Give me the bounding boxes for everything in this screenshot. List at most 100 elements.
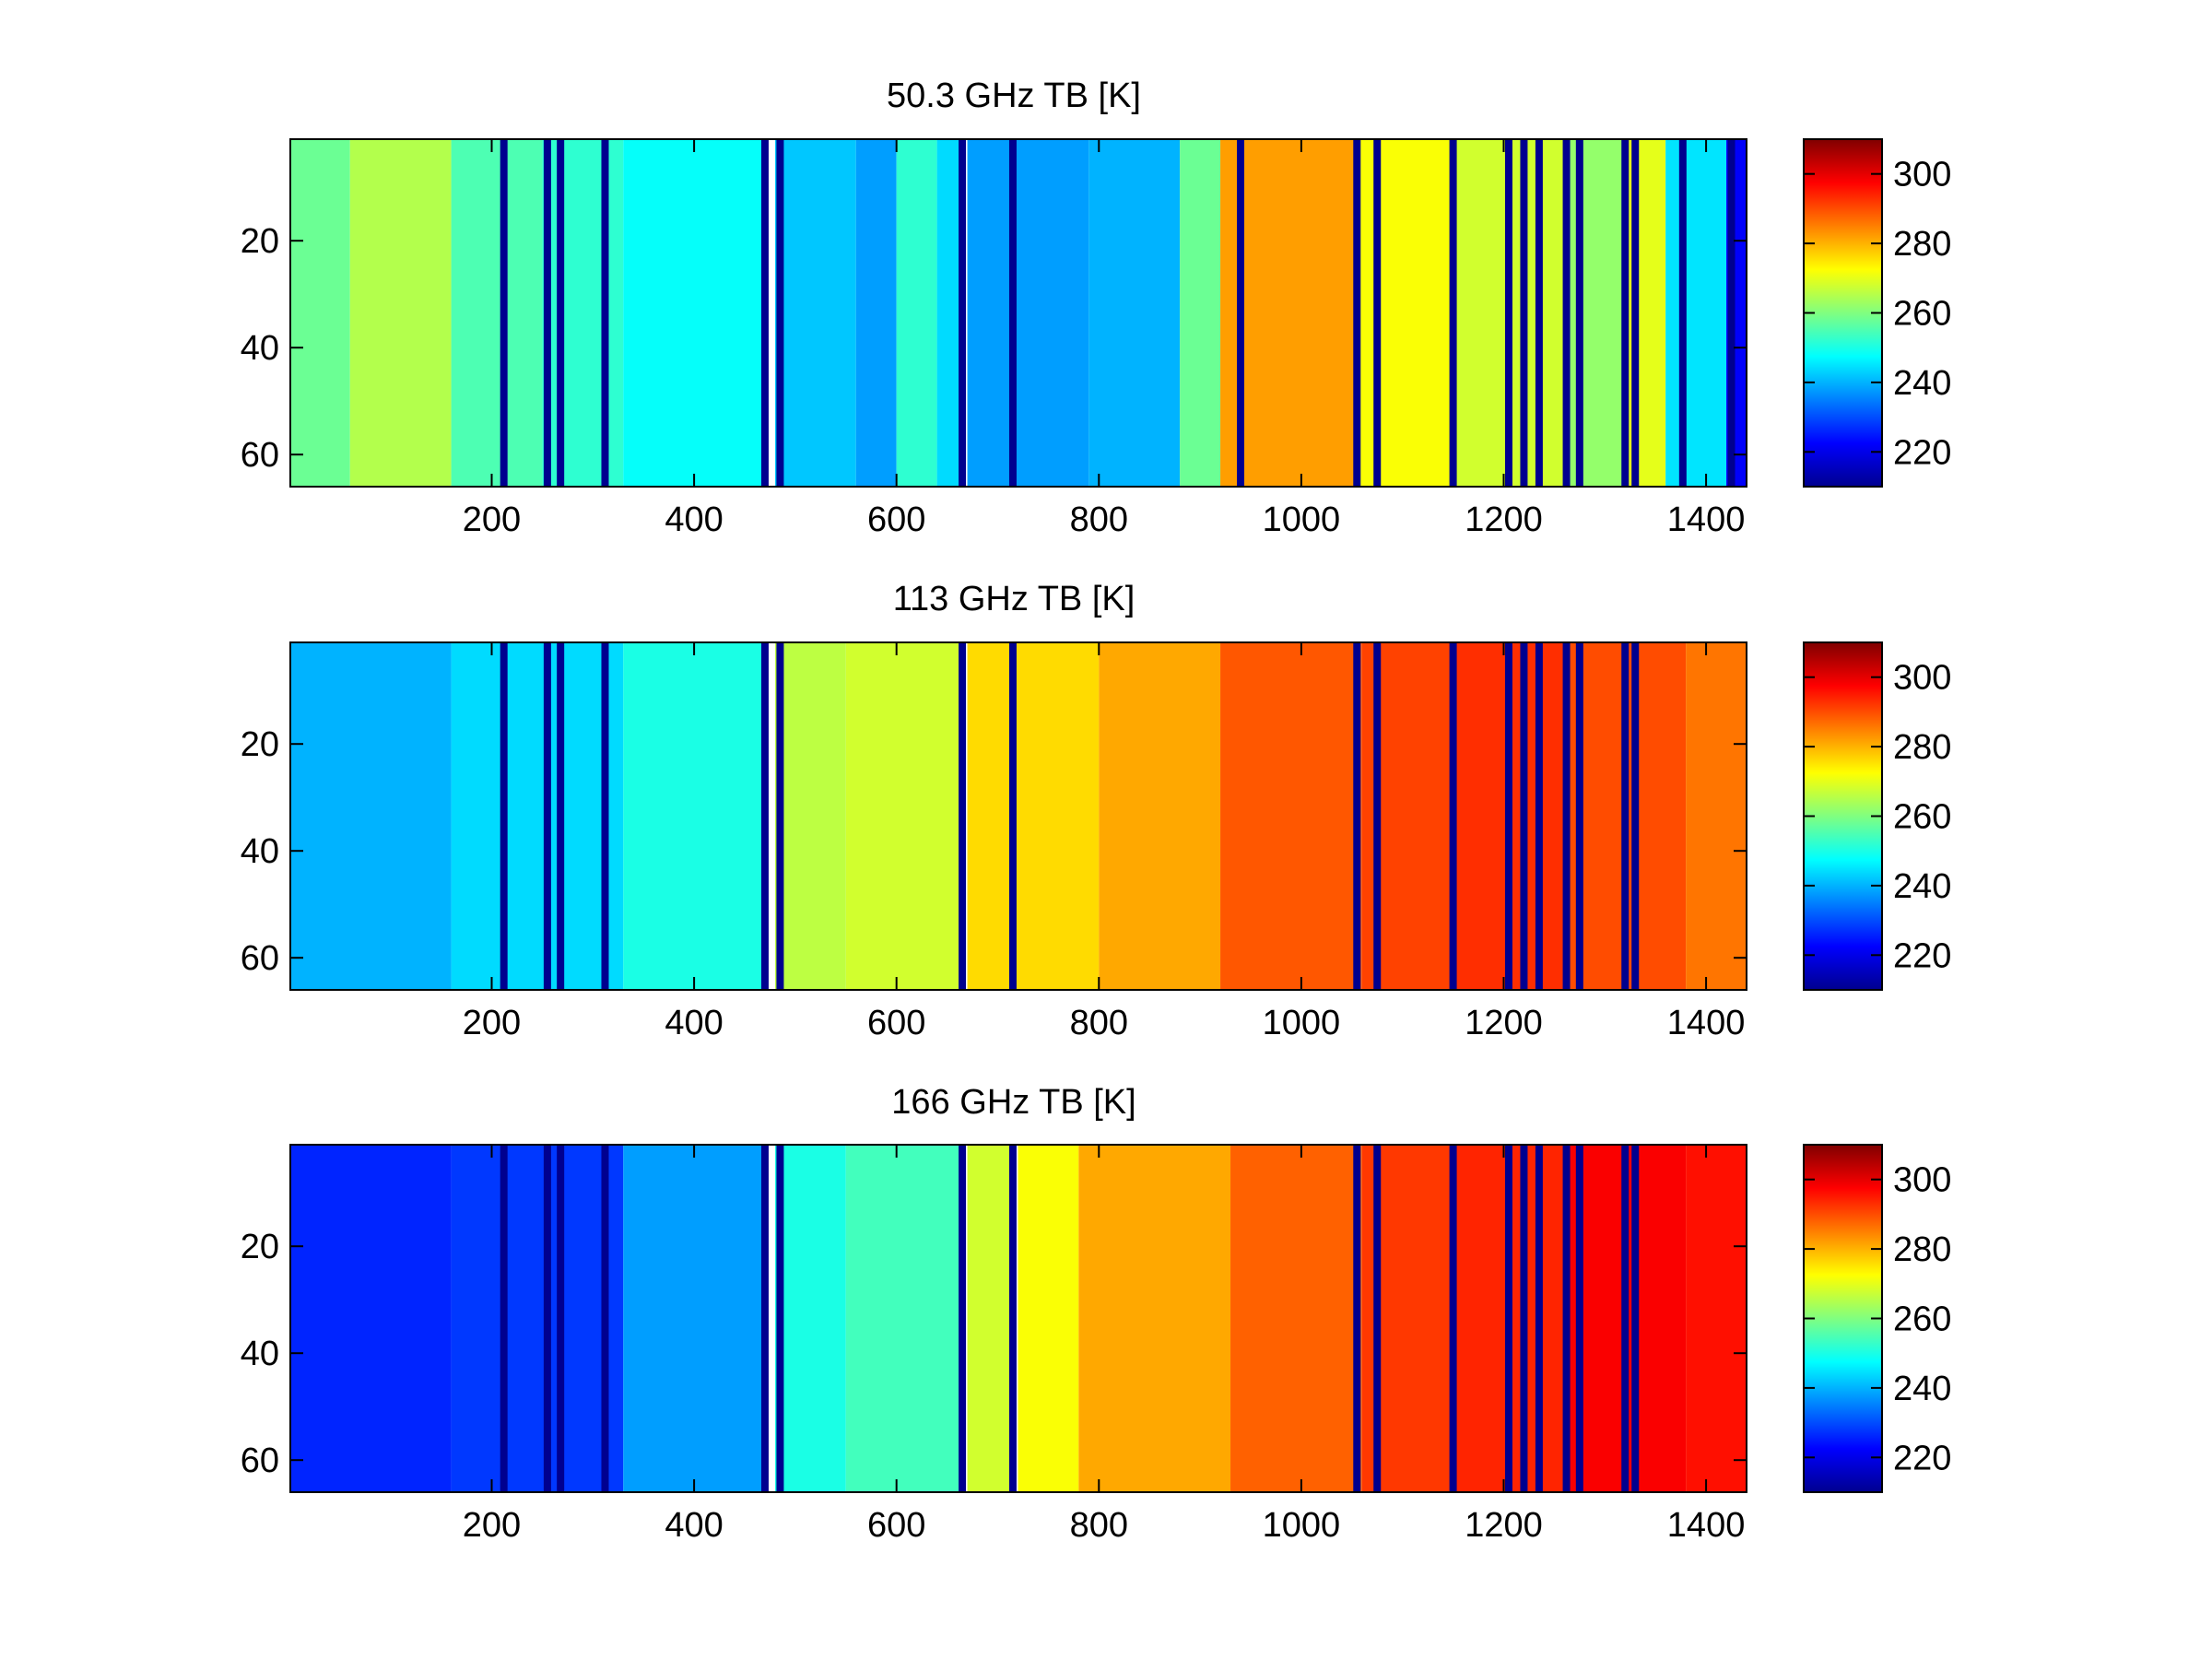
x-tick-label: 400 <box>665 1004 723 1042</box>
heatmap-cell <box>1665 139 1727 487</box>
panel-2: 113 GHz TB [K] 200 400 600 800 1000 1200 1400 … <box>241 580 1952 1042</box>
x-tick-label: 1000 <box>1263 1506 1341 1545</box>
heatmap-cell <box>1564 139 1626 487</box>
colorbar-scale <box>1803 138 1883 488</box>
gap-column <box>1373 1145 1382 1492</box>
colorbar-tick-label: 260 <box>1893 295 1951 334</box>
x-axis: 200 400 600 800 1000 1200 1400 <box>463 642 1745 1042</box>
x-tick-label: 800 <box>1070 500 1128 539</box>
x-tick-label: 1400 <box>1667 1506 1746 1545</box>
x-tick-label: 800 <box>1070 1004 1128 1042</box>
x-tick-label: 600 <box>867 1506 925 1545</box>
gap-column <box>959 642 967 990</box>
heatmap-cell <box>1180 139 1221 487</box>
colorbar-tick-label: 260 <box>1893 798 1951 837</box>
gap-column <box>959 1145 967 1492</box>
colorbar-tick-label: 220 <box>1893 1439 1951 1477</box>
gap-column <box>1631 1145 1640 1492</box>
gap-column <box>1535 1145 1543 1492</box>
heatmap-cell <box>451 642 624 990</box>
heatmap-area <box>290 139 1747 487</box>
gap-column <box>1353 642 1361 990</box>
heatmap-cell <box>936 139 963 487</box>
x-axis: 200 400 600 800 1000 1200 1400 <box>463 139 1746 539</box>
gap-column <box>543 642 551 990</box>
colorbar-tick-label: 220 <box>1893 433 1951 472</box>
x-tick-label: 1000 <box>1263 500 1341 539</box>
y-tick-label: 40 <box>241 329 279 368</box>
colorbar-tick-label: 280 <box>1893 225 1951 264</box>
gap-column <box>1520 139 1528 487</box>
heatmap-cell <box>1099 642 1221 990</box>
gap-column <box>1621 139 1630 487</box>
colorbar-scale <box>1803 641 1883 991</box>
y-axis: 20 40 60 <box>241 222 1747 475</box>
gap-column <box>1008 1145 1017 1492</box>
gap-column <box>1449 642 1457 990</box>
gap-column <box>557 642 565 990</box>
gap-column <box>1621 642 1630 990</box>
y-tick-label: 60 <box>241 436 279 475</box>
plot-frame <box>289 1144 1747 1493</box>
colorbar: 220 240 260 280 300 <box>1803 138 1951 488</box>
heatmap-cell <box>1686 1145 1747 1492</box>
gap-column <box>1353 139 1361 487</box>
heatmap-cell <box>967 642 1100 990</box>
gap-column <box>1008 139 1017 487</box>
gap-column <box>1504 139 1512 487</box>
y-axis: 20 40 60 <box>241 1228 1747 1480</box>
y-tick-label: 20 <box>241 222 279 261</box>
gap-column <box>1008 642 1017 990</box>
colorbar-tick-label: 240 <box>1893 1370 1951 1408</box>
heatmap-cell <box>542 139 624 487</box>
x-tick-label: 1200 <box>1465 1004 1543 1042</box>
gap-column <box>760 139 769 487</box>
heatmap-cell <box>290 1145 452 1492</box>
x-tick-label: 800 <box>1070 1506 1128 1545</box>
gap-column <box>1520 1145 1528 1492</box>
panel-3: 166 GHz TB [K] 200 400 600 800 1000 1200 1400 … <box>241 1083 1952 1545</box>
x-tick-label: 600 <box>867 1004 925 1042</box>
gap-column <box>1504 1145 1512 1492</box>
heatmap-cell <box>1220 642 1362 990</box>
gap-column <box>1562 642 1571 990</box>
colorbar-tick-label: 240 <box>1893 867 1951 906</box>
gap-column <box>776 139 784 487</box>
gap-column <box>543 1145 551 1492</box>
gap-column <box>760 642 769 990</box>
x-tick-label: 1200 <box>1465 1506 1543 1545</box>
x-tick-label: 200 <box>463 1004 521 1042</box>
gap-column <box>1631 139 1640 487</box>
x-tick-label: 200 <box>463 1506 521 1545</box>
gap-column <box>1575 139 1583 487</box>
colorbar-tick-label: 240 <box>1893 364 1951 403</box>
gap-column <box>1562 139 1571 487</box>
gap-column <box>776 642 784 990</box>
plot-frame <box>289 138 1747 488</box>
heatmap-cell <box>967 139 1089 487</box>
heatmap-cell <box>451 139 543 487</box>
panel-title: 113 GHz TB [K] <box>893 580 1135 618</box>
y-tick-label: 60 <box>241 1441 279 1480</box>
plot-frame <box>289 641 1747 991</box>
gap-column <box>776 1145 784 1492</box>
y-tick-label: 60 <box>241 939 279 978</box>
gap-column <box>557 1145 565 1492</box>
gap-column <box>1575 642 1583 990</box>
heatmap-cell <box>774 642 846 990</box>
heatmap-cell <box>967 1145 1013 1492</box>
colorbar: 220 240 260 280 300 <box>1803 641 1951 991</box>
y-axis: 20 40 60 <box>241 725 1747 978</box>
colorbar-scale <box>1803 1144 1883 1493</box>
x-tick-label: 1400 <box>1667 500 1746 539</box>
heatmap-cell <box>290 139 350 487</box>
y-tick-label: 20 <box>241 1228 279 1266</box>
colorbar-tick-label: 300 <box>1893 1161 1951 1200</box>
gap-column <box>1727 139 1735 487</box>
heatmap-cell <box>845 1145 963 1492</box>
panel-1: 50.3 GHz TB [K] 200 400 600 800 1000 1200 1400… <box>241 76 1952 539</box>
x-axis: 200 400 600 800 1000 1200 1400 <box>463 1145 1746 1545</box>
gap-column <box>1575 1145 1583 1492</box>
gap-column <box>543 139 551 487</box>
